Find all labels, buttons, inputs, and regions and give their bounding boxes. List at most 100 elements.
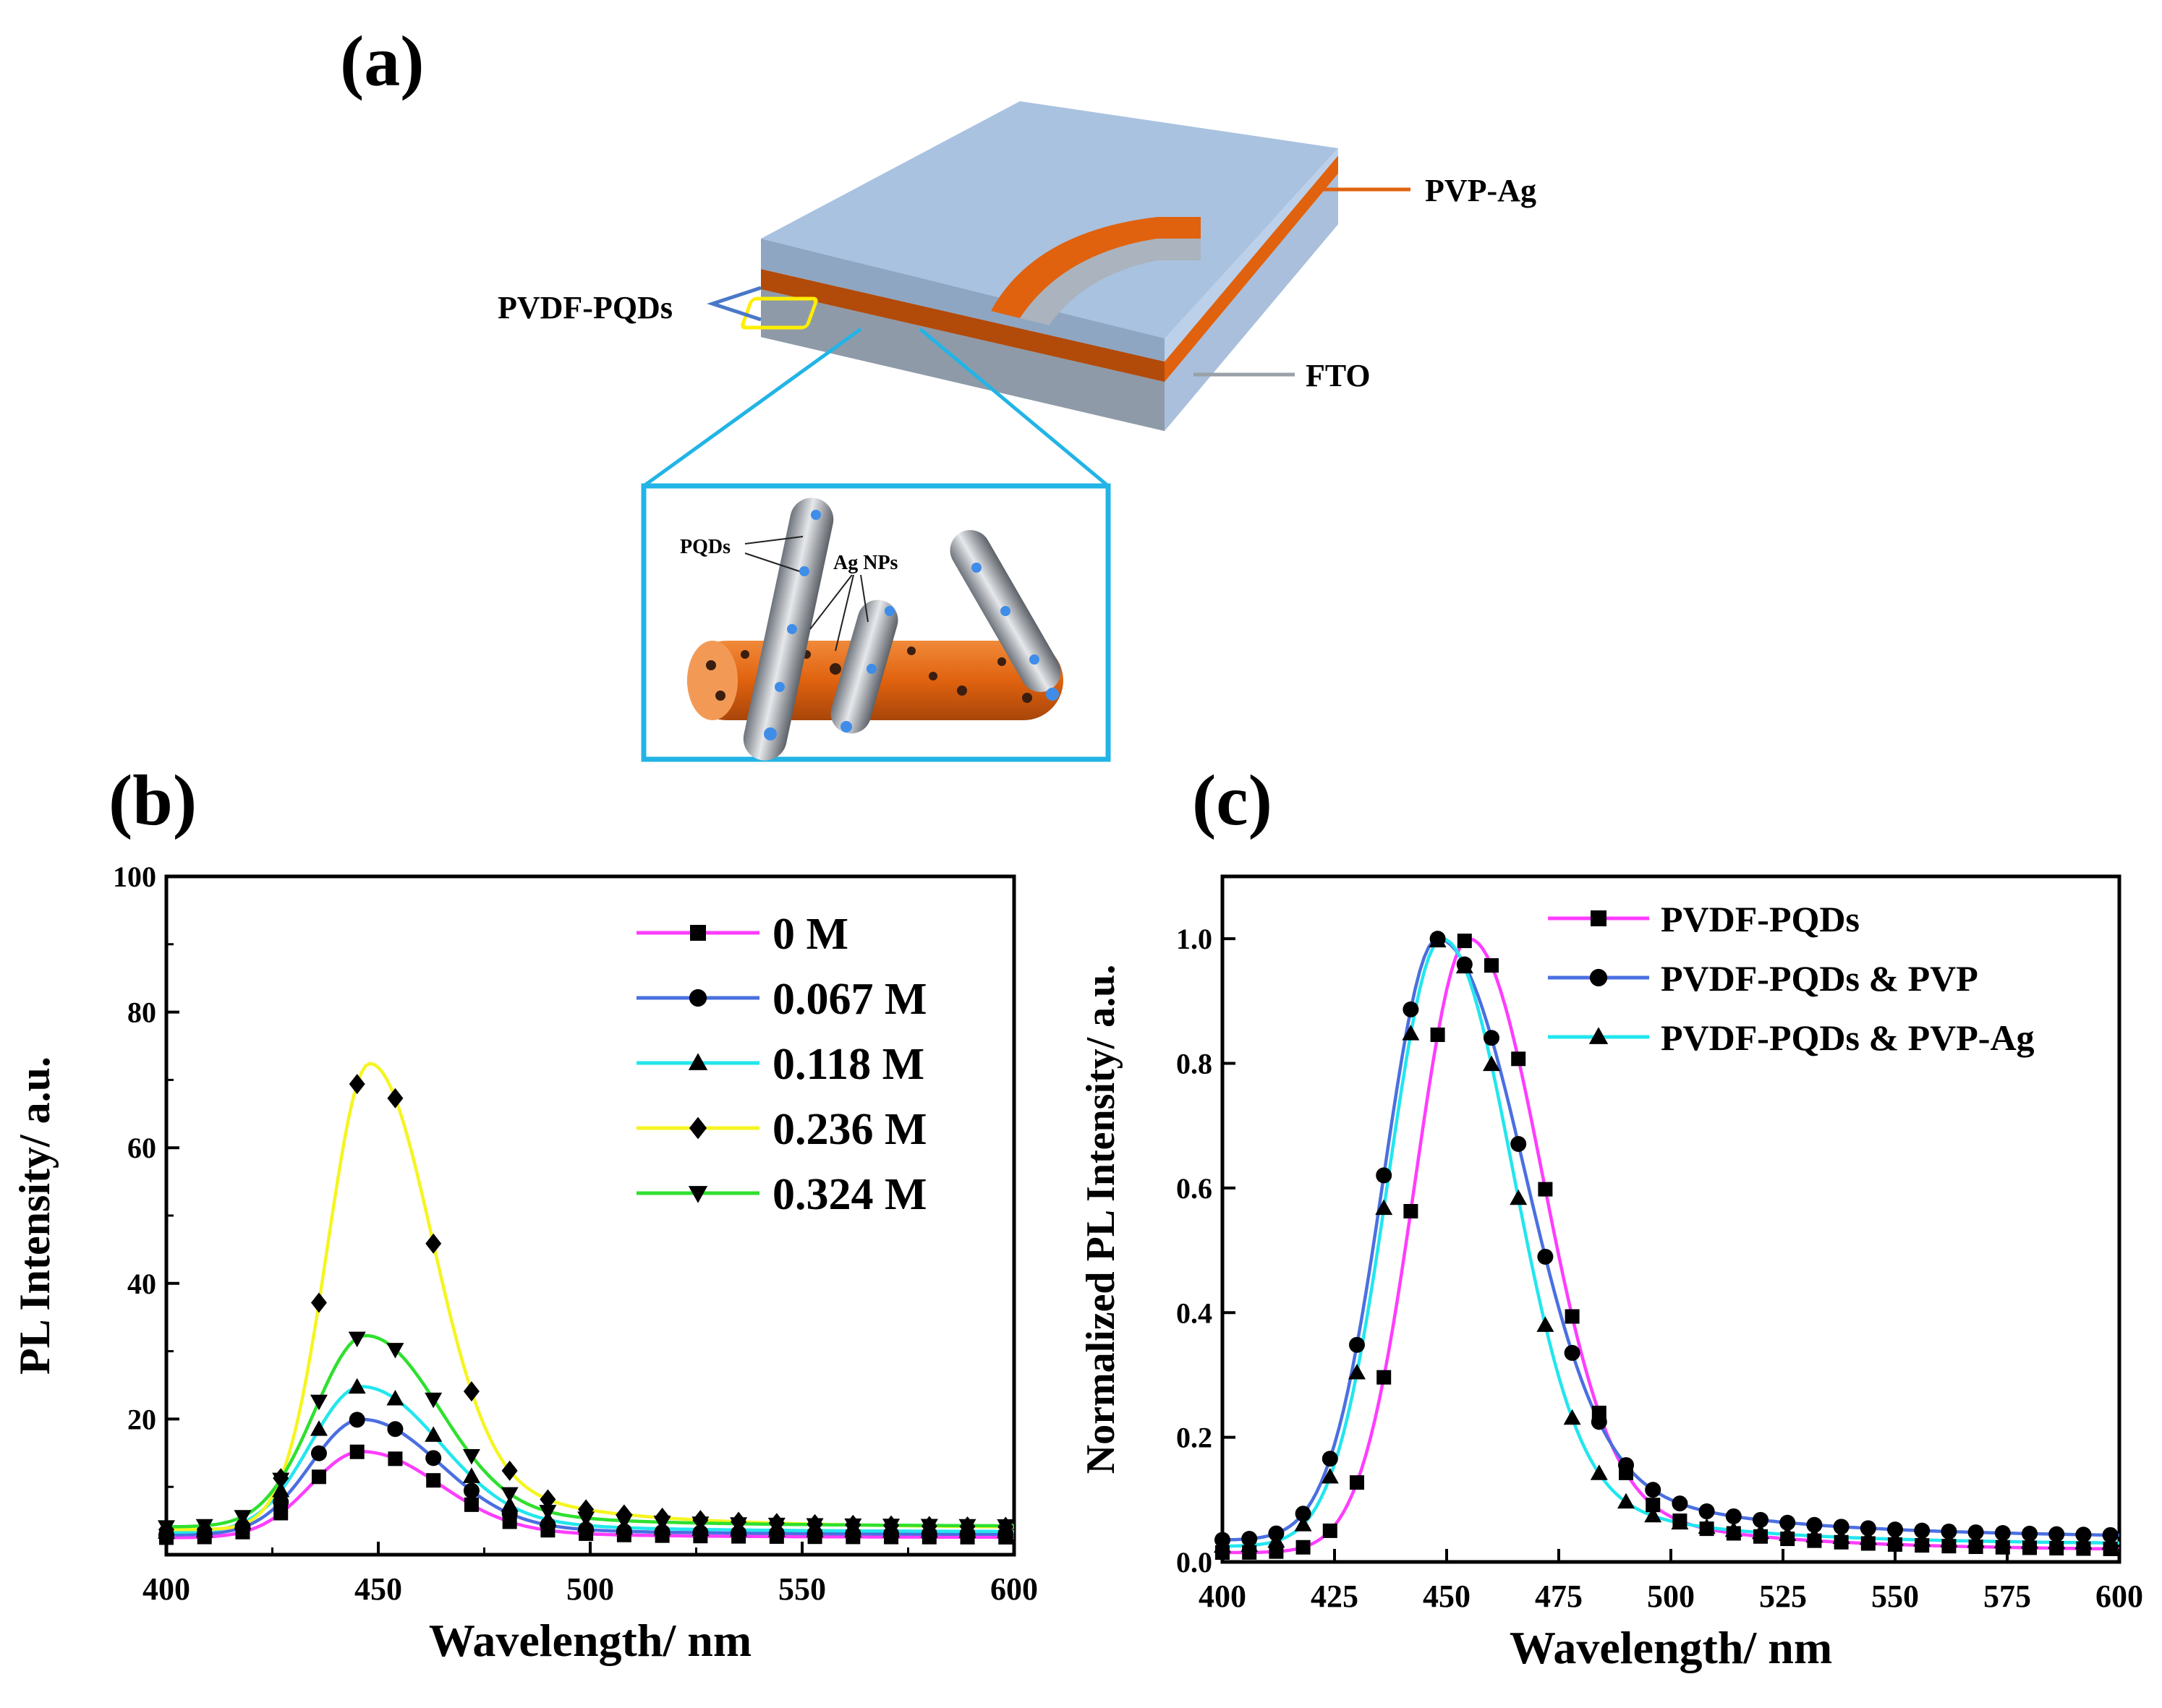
- legend-marker-0.067-M: [689, 988, 707, 1007]
- marker-0.067-M-445: [349, 1412, 365, 1428]
- marker-PVDF-PQDs-PVP-466: [1510, 1135, 1527, 1152]
- pvp-ag-label: PVP-Ag: [1425, 173, 1536, 208]
- marker-0-M-445: [349, 1444, 365, 1459]
- marker-0.324-M-526: [691, 1516, 710, 1532]
- marker-PVDF-PQDs-PVP-424: [1322, 1451, 1338, 1467]
- panel-b-axes: 400 450 500 550 600 20 40 60 80 100: [113, 861, 1038, 1607]
- marker-PVDF-PQDs-PVP-Ag-430: [1348, 1364, 1366, 1380]
- panel-c-ylabel: Normalized PL Intensity/ a.u.: [1078, 965, 1123, 1474]
- pvdf-pqds-top-face: [761, 101, 1338, 338]
- y-tick-label-100: 100: [113, 861, 156, 893]
- marker-PVDF-PQDs-PVP-502: [1672, 1495, 1688, 1512]
- marker-0.324-M-553: [806, 1518, 824, 1534]
- marker-0.236-M-463: [425, 1233, 442, 1254]
- legend-marker-0.236-M: [689, 1116, 707, 1140]
- marker-PVDF-PQDs-PVP-538: [1833, 1519, 1850, 1535]
- marker-PVDF-PQDs-PVP-Ag-442: [1402, 1025, 1420, 1041]
- fto-layer-front-face: [761, 289, 1165, 431]
- marker-PVDF-PQDs-PVP-Ag-556: [1913, 1531, 1931, 1547]
- marker-PVDF-PQDs-PVP-Ag-532: [1805, 1526, 1823, 1543]
- marker-PVDF-PQDs-PVP-Ag-472: [1536, 1316, 1554, 1332]
- panel-b-markers: [158, 1074, 1015, 1545]
- pvp-ag-fiber-end: [687, 641, 738, 720]
- marker-PVDF-PQDs-PVP-Ag-544: [1859, 1529, 1877, 1545]
- marker-PVDF-PQDs-436: [1376, 1370, 1392, 1385]
- marker-PVDF-PQDs-PVP-Ag-490: [1617, 1493, 1635, 1509]
- device-stack: [741, 101, 1338, 431]
- marker-0.118-M-445: [348, 1378, 366, 1394]
- marker-PVDF-PQDs-PVP-556: [1914, 1522, 1931, 1539]
- panel-c-chart: (c) 400 425 450 475 500 525 550 575 600 0.0 0.2 0.4…: [1078, 760, 2143, 1673]
- marker-0-M-472: [464, 1497, 479, 1512]
- marker-0.324-M-481: [501, 1487, 519, 1503]
- panel-a-schematic: (a) PVP-Ag PVDF-PQDs FTO: [340, 21, 1536, 762]
- marker-PVDF-PQDs-PVP-508: [1698, 1503, 1715, 1520]
- pvdf-pqds-front-face: [761, 239, 1165, 362]
- marker-PVDF-PQDs-PVP-Ag-526: [1779, 1525, 1797, 1542]
- marker-PVDF-PQDs-PVP-Ag-478: [1563, 1409, 1581, 1425]
- x-tick-label-550: 550: [1871, 1579, 1919, 1614]
- marker-PVDF-PQDs-PVP-532: [1806, 1516, 1823, 1533]
- legend-label-PVDF-PQDs-PVP: PVDF-PQDs & PVP: [1661, 958, 1978, 999]
- marker-PVDF-PQDs-PVP-Ag-496: [1644, 1506, 1662, 1523]
- marker-PVDF-PQDs-PVP-Ag-466: [1510, 1189, 1528, 1205]
- marker-PVDF-PQDs-PVP-Ag-538: [1832, 1528, 1850, 1544]
- marker-PVDF-PQDs-PVP-514: [1725, 1508, 1742, 1524]
- legend-marker-PVDF-PQDs-PVP-Ag: [1588, 1027, 1609, 1044]
- y-tick-label-1: 1.0: [1176, 923, 1212, 955]
- marker-0.324-M-580: [920, 1519, 938, 1535]
- marker-0.118-M-481: [501, 1496, 519, 1512]
- legend-marker-0.118-M: [688, 1053, 708, 1070]
- panel-b-chart: (b) 400 450 500 550 600 20 40 60 80 100 0 M 0.067 …: [11, 760, 1038, 1666]
- zoom-line-right: [919, 328, 1110, 487]
- marker-PVDF-PQDs-PVP-Ag-562: [1940, 1531, 1958, 1547]
- panel-c-legend: PVDF-PQDs PVDF-PQDs & PVP PVDF-PQDs & PVP-…: [1548, 899, 2035, 1058]
- marker-PVDF-PQDs-442: [1403, 1204, 1418, 1219]
- marker-0.324-M-400: [158, 1520, 175, 1536]
- marker-0.324-M-472: [462, 1449, 480, 1465]
- y-tick-label-0.2: 0.2: [1176, 1422, 1212, 1454]
- cutaway-gray: [1020, 239, 1201, 325]
- marker-PVDF-PQDs-472: [1538, 1182, 1553, 1197]
- marker-PVDF-PQDs-424: [1322, 1523, 1337, 1538]
- marker-PVDF-PQDs-PVP-436: [1376, 1167, 1392, 1184]
- marker-PVDF-PQDs-PVP-Ag-448: [1429, 931, 1447, 948]
- marker-0.324-M-535: [730, 1517, 748, 1533]
- marker-PVDF-PQDs-454: [1457, 934, 1472, 949]
- marker-0.324-M-427: [272, 1472, 290, 1489]
- marker-PVDF-PQDs-PVP-Ag-406: [1240, 1536, 1259, 1553]
- marker-PVDF-PQDs-PVP-Ag-436: [1375, 1199, 1393, 1216]
- y-tick-label-60: 60: [127, 1132, 156, 1164]
- marker-0-M-436: [311, 1469, 326, 1485]
- marker-0.324-M-598: [997, 1519, 1015, 1535]
- marker-0.324-M-463: [425, 1392, 443, 1409]
- marker-PVDF-PQDs-PVP-Ag-514: [1724, 1521, 1742, 1537]
- marker-0.324-M-445: [348, 1331, 366, 1348]
- marker-PVDF-PQDs-PVP-460: [1484, 1030, 1499, 1046]
- marker-PVDF-PQDs-PVP-418: [1295, 1506, 1311, 1522]
- legend-marker-PVDF-PQDs: [1591, 910, 1606, 926]
- marker-0-M-427: [273, 1506, 289, 1521]
- marker-0.118-M-436: [310, 1420, 328, 1436]
- marker-PVDF-PQDs-430: [1350, 1475, 1364, 1490]
- zoom-line-left: [642, 327, 862, 488]
- marker-0.067-M-427: [273, 1494, 289, 1511]
- pvdf-pqds-label: PVDF-PQDs: [498, 290, 673, 325]
- fto-label: FTO: [1306, 358, 1371, 393]
- marker-0.324-M-508: [615, 1514, 633, 1530]
- marker-PVDF-PQDs-PVP-Ag-502: [1671, 1513, 1689, 1530]
- marker-PVDF-PQDs-PVP-496: [1645, 1482, 1661, 1498]
- marker-0.067-M-436: [310, 1445, 327, 1461]
- marker-0.324-M-571: [882, 1519, 901, 1534]
- marker-0.324-M-490: [539, 1505, 557, 1521]
- marker-PVDF-PQDs-448: [1430, 1027, 1445, 1042]
- marker-PVDF-PQDs-PVP-Ag-580: [2021, 1532, 2038, 1549]
- pqds-inset-label: PQDs: [680, 536, 731, 558]
- marker-0.236-M-490: [540, 1489, 556, 1510]
- marker-PVDF-PQDs-PVP-442: [1403, 1001, 1419, 1017]
- panel-c-markers: [1214, 931, 2119, 1560]
- panel-a-label: (a): [340, 21, 425, 101]
- x-tick-label-600: 600: [990, 1571, 1038, 1607]
- marker-0.324-M-436: [310, 1394, 328, 1411]
- marker-PVDF-PQDs-PVP-478: [1564, 1344, 1580, 1361]
